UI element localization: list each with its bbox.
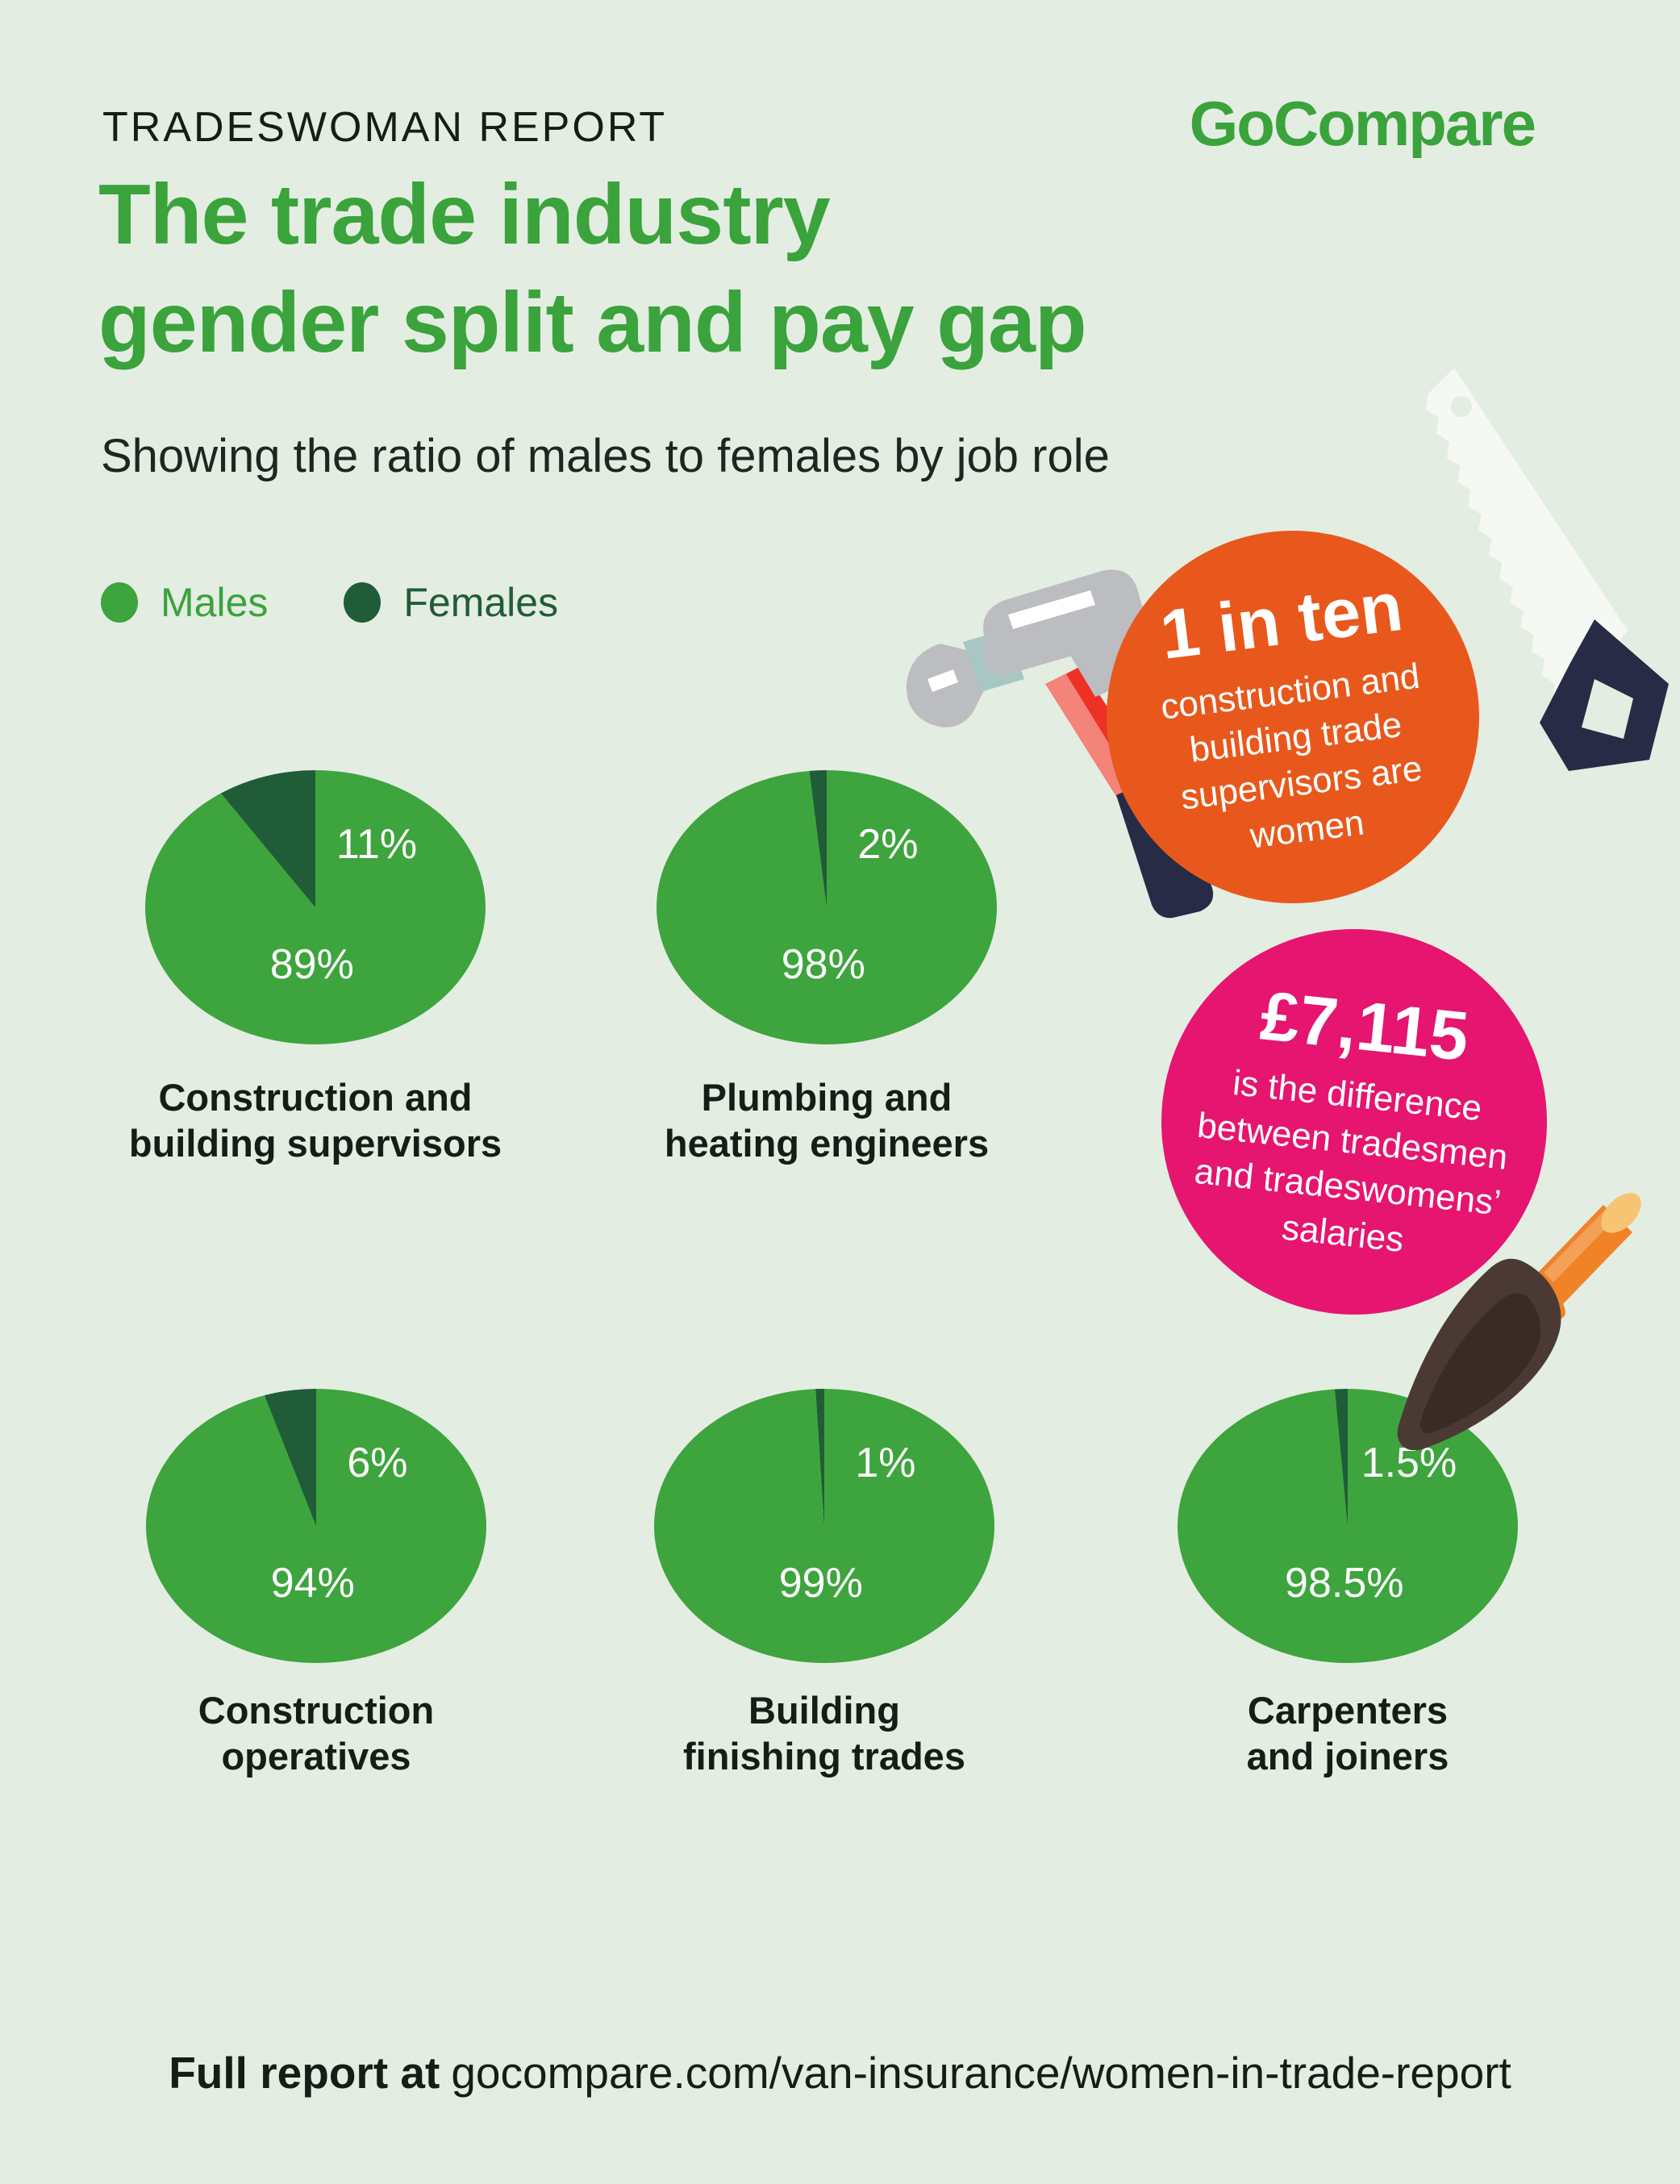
footer-url: gocompare.com/van-insurance/women-in-tra… [451, 2048, 1511, 2098]
trowel-icon [1397, 1193, 1641, 1451]
gocompare-logo: GoCompare [1189, 88, 1536, 159]
footer-prefix: Full report at [169, 2048, 440, 2098]
legend: Males Females [101, 579, 558, 626]
report-label: TRADESWOMAN REPORT [102, 104, 668, 151]
male-percentage-label: 98.5% [1285, 1560, 1404, 1607]
males-legend-dot-icon [101, 582, 138, 623]
pie-caption-plumbing-heating-engineers: Plumbing and heating engineers [664, 1076, 990, 1165]
page-title: The trade industry gender split and pay … [98, 161, 1087, 377]
saw-icon [1425, 368, 1669, 771]
pie-caption-construction-building-supervisors: Construction and building supervisors [128, 1076, 502, 1165]
male-percentage-label: 99% [778, 1560, 863, 1607]
pie-caption-construction-operatives: Construction operatives [198, 1689, 435, 1778]
one-in-ten-body: construction and building trade supervis… [1157, 656, 1424, 857]
females-legend-dot-icon [344, 582, 381, 623]
pie-caption-building-finishing-trades: Building finishing trades [683, 1689, 965, 1778]
males-legend-label: Males [160, 580, 269, 625]
male-percentage-label: 89% [269, 941, 354, 989]
one-in-ten-badge: 1 in ten construction and building trade… [1107, 531, 1479, 903]
male-percentage-label: 94% [270, 1560, 355, 1607]
female-percentage-label: 1% [855, 1439, 916, 1486]
page-title-line2: gender split and pay gap [98, 274, 1087, 370]
pie-caption-carpenters-joiners: Carpenters and joiners [1246, 1689, 1449, 1778]
female-percentage-label: 11% [336, 820, 418, 868]
pie-chart-construction-building-supervisors: 11% 89% [145, 770, 486, 1044]
pie-chart-plumbing-heating-engineers: 2% 98% [657, 770, 997, 1044]
pie-chart-carpenters-joiners: 1.5% 98.5% [1178, 1389, 1518, 1663]
pay-gap-badge: £7,115 is the difference between tradesm… [1161, 929, 1547, 1315]
pie-chart-building-finishing-trades: 1% 99% [654, 1389, 994, 1663]
page-title-line1: The trade industry [98, 167, 831, 262]
page-subtitle: Showing the ratio of males to females by… [101, 430, 1110, 482]
male-percentage-label: 98% [781, 941, 865, 989]
female-percentage-label: 6% [347, 1439, 408, 1486]
females-legend-label: Females [403, 580, 559, 625]
female-percentage-label: 2% [857, 820, 919, 868]
footer: Full report at gocompare.com/van-insuranc… [0, 2047, 1680, 2099]
pie-chart-construction-operatives: 6% 94% [146, 1389, 486, 1663]
